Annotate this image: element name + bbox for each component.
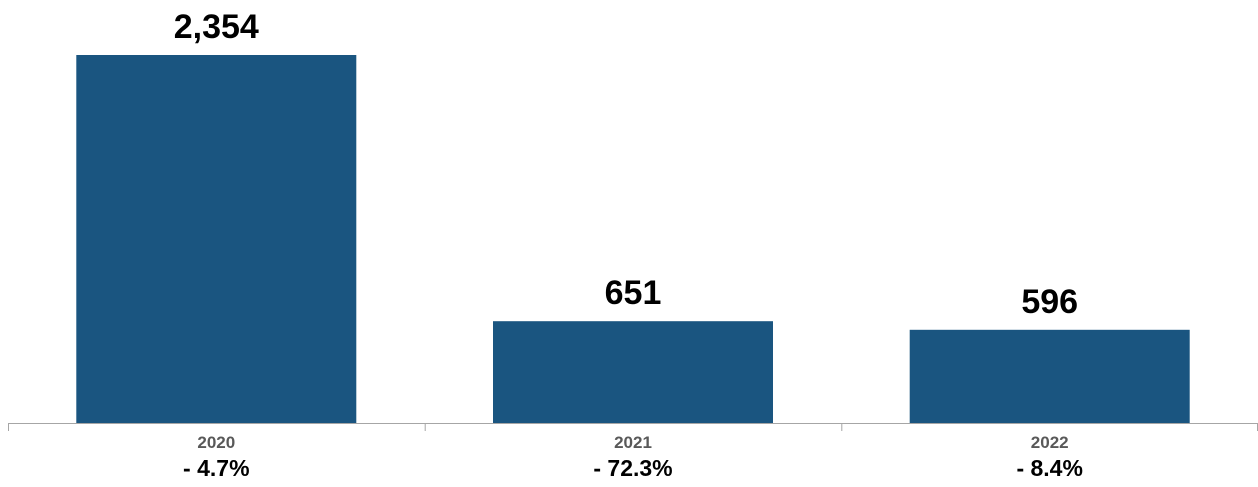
bars-group bbox=[76, 55, 1190, 423]
value-label-2022: 596 bbox=[1021, 283, 1078, 321]
bar-2020 bbox=[76, 55, 357, 423]
change-label-2022: - 8.4% bbox=[1016, 455, 1082, 481]
labels-group: 2,354 2020 - 4.7% 651 2021 - 72.3% 596 2022 - 8.… bbox=[174, 8, 1083, 481]
change-label-2021: - 72.3% bbox=[593, 455, 672, 481]
category-label-2020: 2020 bbox=[197, 433, 235, 452]
value-label-2021: 651 bbox=[605, 274, 662, 312]
x-axis bbox=[8, 423, 1258, 431]
category-label-2022: 2022 bbox=[1031, 433, 1069, 452]
bar-2021 bbox=[493, 321, 773, 423]
change-label-2020: - 4.7% bbox=[183, 455, 249, 481]
bar-2022 bbox=[909, 329, 1190, 423]
value-label-2020: 2,354 bbox=[174, 8, 259, 46]
category-label-2021: 2021 bbox=[614, 433, 652, 452]
